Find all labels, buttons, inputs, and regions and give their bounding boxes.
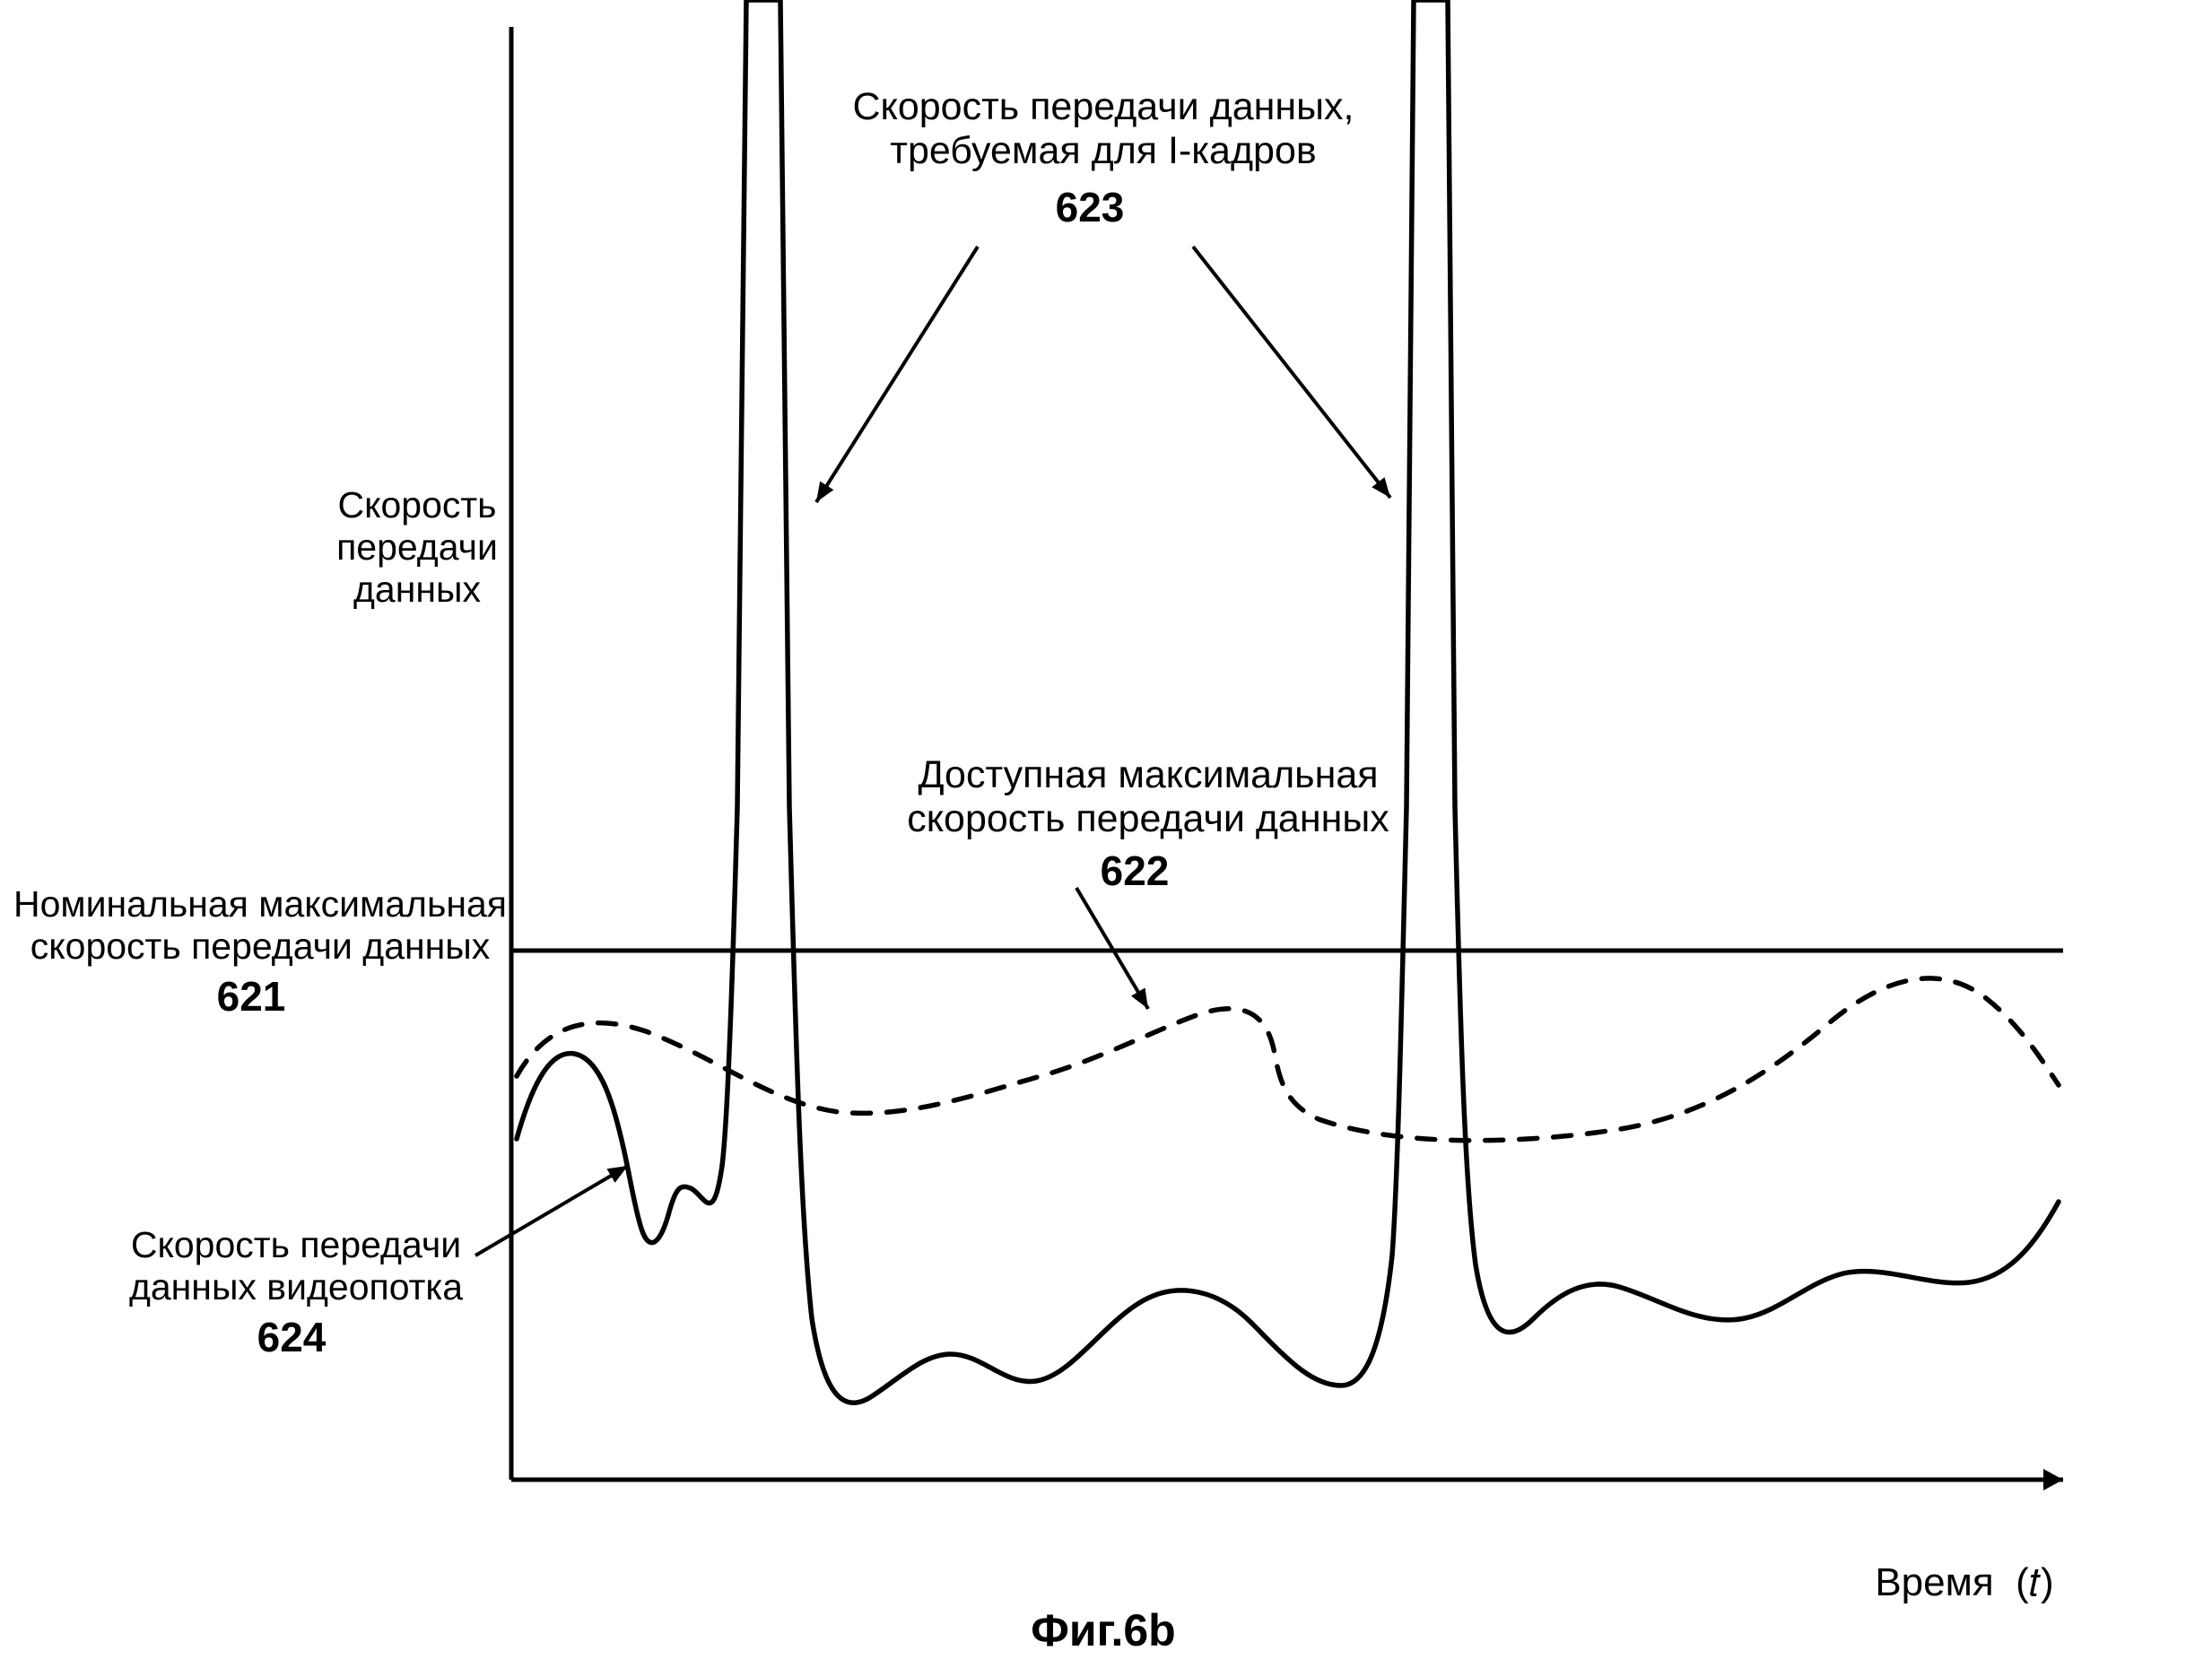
x-axis-label: Время (𝑡) xyxy=(1848,1560,2081,1606)
chart-stage: Скорость передачи данных Время (𝑡) Фиг.6… xyxy=(0,0,2212,1668)
label-621-text: Номинальная максимальная скорость переда… xyxy=(13,883,507,968)
y-axis-label: Скорость передачи данных xyxy=(323,484,511,611)
label-623-text: Скорость передачи данных, требуемая для … xyxy=(780,85,1426,174)
label-624-text: Скорость передачи данных видеопотка xyxy=(103,1224,489,1308)
label-623-num: 623 xyxy=(1036,184,1144,231)
label-622-num: 622 xyxy=(1081,847,1189,895)
available-max-curve xyxy=(517,978,2059,1141)
arrow-623-right xyxy=(1193,247,1390,498)
arrow-623-left xyxy=(816,247,978,502)
label-621-num: 621 xyxy=(197,973,305,1021)
figure-caption: Фиг.6b xyxy=(1005,1605,1202,1657)
arrow-624 xyxy=(475,1166,628,1255)
video-stream-curve xyxy=(517,0,2059,1403)
label-624-num: 624 xyxy=(238,1314,345,1361)
label-622-text: Доступная максимальная скорость передачи… xyxy=(839,753,1458,842)
